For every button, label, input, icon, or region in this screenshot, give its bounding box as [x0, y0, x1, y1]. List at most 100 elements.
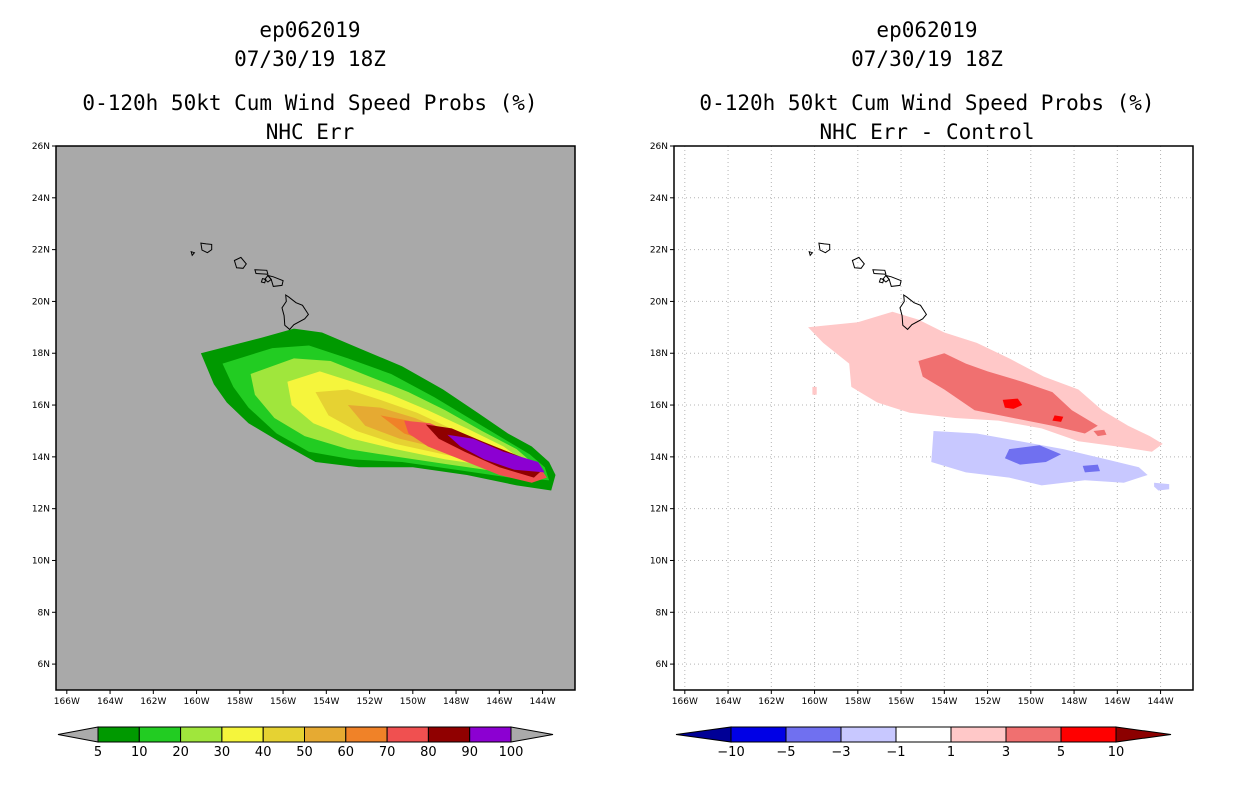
island-outline: [872, 269, 887, 275]
colorbar-label: 20: [172, 745, 189, 760]
lon-tick-label: 148W: [443, 697, 469, 707]
right-map-panel: 166W 164W 162W 160W 158W 156W 154W 152W 150W 148W…: [650, 142, 1194, 707]
colorbar-label: 50: [296, 745, 313, 760]
colorbar-label: 40: [255, 745, 272, 760]
colorbar-segment: [304, 726, 347, 743]
lat-tick-label: 22N: [650, 246, 668, 256]
lon-tick-label: 160W: [802, 697, 828, 707]
colorbar-under-triangle: [675, 726, 732, 743]
hawaii-coastlines: [808, 242, 928, 331]
lat-tick-label: 26N: [32, 142, 50, 152]
colorbar-over-triangle: [510, 726, 554, 743]
colorbar-segment: [97, 726, 140, 743]
lat-tick-label: 16N: [32, 401, 50, 411]
island-outline: [818, 242, 831, 254]
colorbar-label: 3: [1002, 745, 1010, 760]
contour-level-5: [1052, 415, 1064, 422]
map-background: [674, 146, 1193, 690]
island-outline: [878, 278, 885, 284]
island-outline: [281, 294, 310, 331]
lat-tick-label: 24N: [650, 194, 668, 204]
colorbar-label: −5: [776, 745, 795, 760]
lon-tick-label: 164W: [97, 697, 123, 707]
colorbar-label: 90: [461, 745, 478, 760]
colorbar-label: 1: [947, 745, 955, 760]
lon-tick-label: 166W: [672, 697, 698, 707]
lon-tick-label: 152W: [357, 697, 383, 707]
colorbar-label: 100: [499, 745, 524, 760]
map-frame: [673, 145, 1194, 691]
island-outline: [884, 274, 902, 287]
colorbar-segment: [386, 726, 429, 743]
colorbar-label: −1: [886, 745, 905, 760]
lon-tick-label: 146W: [486, 697, 512, 707]
lat-tick-label: 12N: [650, 505, 668, 515]
lon-tick-label: 144W: [1148, 697, 1174, 707]
lat-tick-label: 10N: [650, 556, 668, 566]
island-outline: [260, 278, 267, 284]
lon-tick-label: 150W: [400, 697, 426, 707]
lon-tick-label: 162W: [758, 697, 784, 707]
lat-tick-label: 18N: [32, 349, 50, 359]
lon-tick-label: 150W: [1018, 697, 1044, 707]
island-outline: [808, 250, 814, 257]
left-map-panel: 166W 164W 162W 160W 158W 156W 154W 152W 150W 148W…: [32, 142, 576, 707]
colorbar-segment: [1005, 726, 1062, 743]
island-outline: [254, 269, 269, 275]
left-title-datetime: 07/30/19 18Z: [234, 47, 386, 71]
colorbar-label: 5: [1057, 745, 1065, 760]
colorbar-label: 5: [94, 745, 102, 760]
right-colorbar: −10 −5 −3 −1 1 3 5 10: [675, 726, 1172, 760]
left-title-experiment: NHC Err: [265, 120, 355, 144]
lon-tick-label: 154W: [931, 697, 957, 707]
lon-tick-label: 160W: [184, 697, 210, 707]
colorbar-label: 70: [379, 745, 396, 760]
lon-tick-label: 156W: [888, 697, 914, 707]
lat-tick-label: 6N: [656, 660, 668, 670]
contour-level-5: [1002, 398, 1023, 409]
colorbar-label: 80: [420, 745, 437, 760]
left-colorbar: 5 10 20 30 40 50 60 70 80 90 100: [57, 726, 554, 760]
lon-tick-label: 156W: [270, 697, 296, 707]
contour-fields: [808, 311, 1170, 491]
lon-tick-label: 158W: [845, 697, 871, 707]
right-title-experiment: NHC Err - Control: [819, 120, 1035, 144]
island-outline: [851, 256, 865, 269]
right-title-storm-id: ep062019: [876, 18, 978, 42]
contour-level-3: [1093, 429, 1107, 437]
lat-tick-label: 22N: [32, 246, 50, 256]
colorbar-label: 30: [214, 745, 231, 760]
lon-tick-label: 158W: [227, 697, 253, 707]
right-title-datetime: 07/30/19 18Z: [851, 47, 1003, 71]
lon-tick-label: 166W: [54, 697, 80, 707]
lat-tick-label: 10N: [32, 556, 50, 566]
island-outline: [266, 274, 284, 287]
colorbar-segment: [785, 726, 842, 743]
colorbar-segment: [180, 726, 223, 743]
lat-tick-label: 14N: [650, 453, 668, 463]
colorbar-segment: [950, 726, 1007, 743]
colorbar-segment: [262, 726, 306, 743]
lat-tick-label: 18N: [650, 349, 668, 359]
island-outline: [190, 250, 196, 257]
left-title-storm-id: ep062019: [259, 18, 361, 42]
lat-tick-label: 8N: [38, 608, 50, 618]
right-title-product: 0-120h 50kt Cum Wind Speed Probs (%): [699, 91, 1155, 115]
colorbar-segment: [895, 726, 952, 743]
lon-tick-label: 152W: [975, 697, 1001, 707]
contour-level-neg3: [1082, 464, 1100, 473]
colorbar-label: −3: [831, 745, 850, 760]
lat-tick-label: 20N: [650, 297, 668, 307]
map-frame: [55, 145, 576, 691]
colorbar-under-triangle: [57, 726, 99, 743]
lat-tick-label: 6N: [38, 660, 50, 670]
colorbar-segment: [427, 726, 471, 743]
lat-tick-label: 14N: [32, 453, 50, 463]
contour-level-3: [918, 353, 1098, 434]
lat-tick-label: 8N: [656, 608, 668, 618]
island-outline: [899, 294, 928, 331]
colorbar-segment: [138, 726, 182, 743]
colorbar-label: 10: [131, 745, 148, 760]
colorbar-segment: [221, 726, 264, 743]
